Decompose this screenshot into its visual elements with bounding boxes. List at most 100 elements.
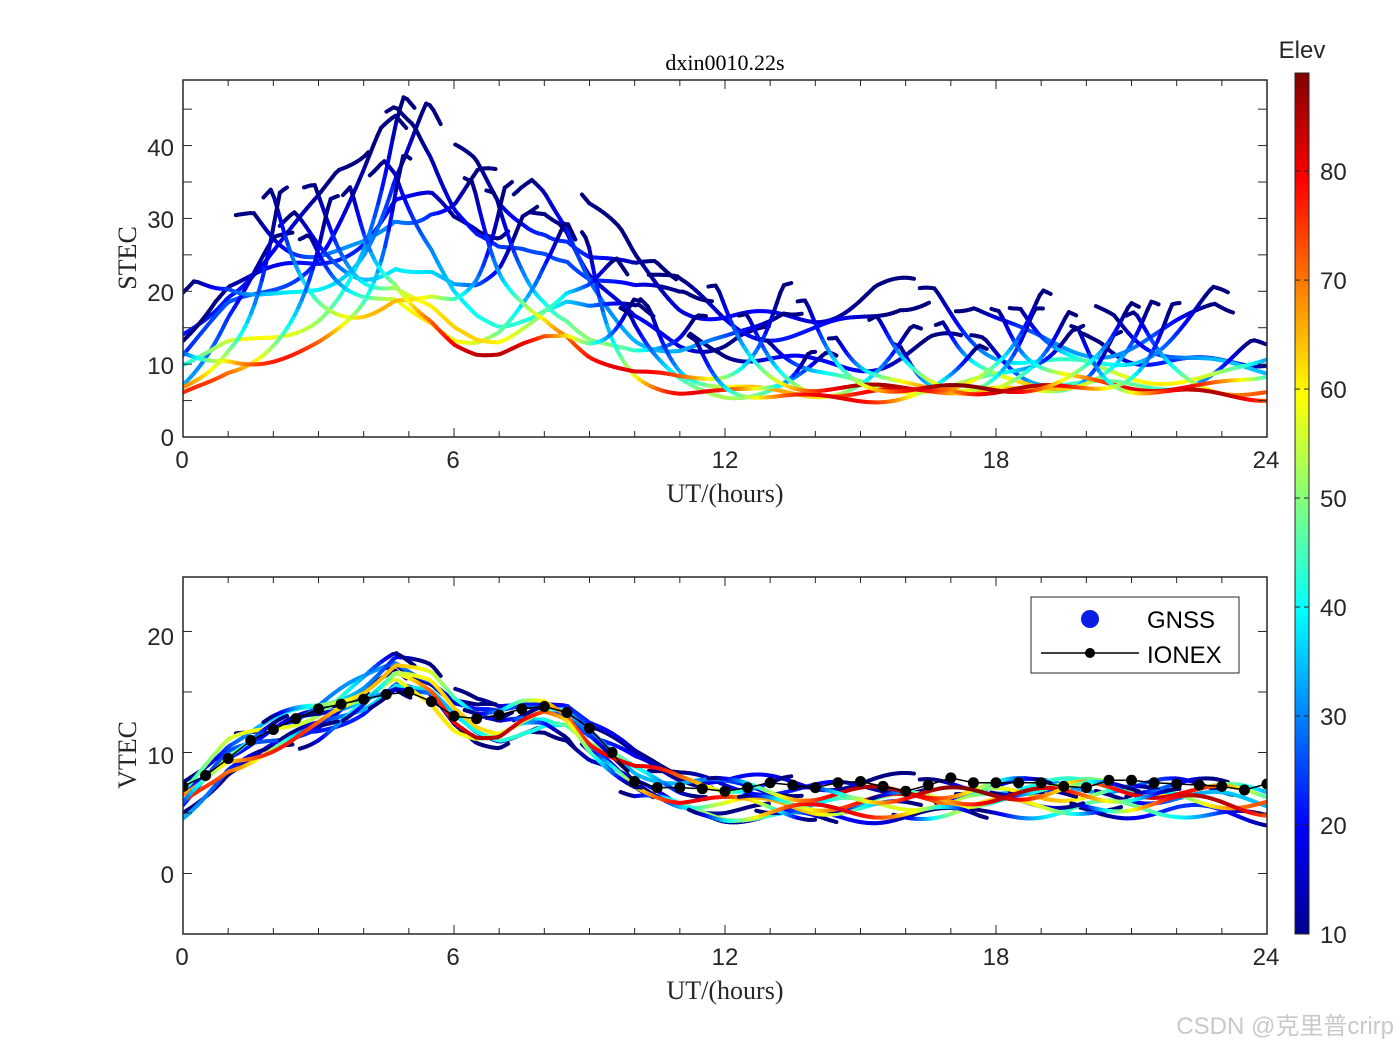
- stec-arc-segment: [379, 244, 388, 262]
- stec-arc-segment: [1115, 329, 1124, 336]
- stec-arc-segment: [499, 185, 507, 204]
- stec-arc-segment: [435, 114, 443, 127]
- y-tick-label: 20: [147, 280, 174, 307]
- stec-y-axis-label: STEC: [113, 226, 142, 290]
- stec-arc-segment: [267, 228, 275, 252]
- stec-arc-segment: [256, 278, 264, 295]
- stec-arc-segment: [477, 206, 485, 225]
- stec-arc-segment: [404, 153, 413, 161]
- stec-arc-segment: [981, 345, 989, 351]
- stec-arc-segment: [785, 281, 794, 287]
- stec-arc-segment: [274, 190, 282, 214]
- stec-arc-segment: [369, 214, 377, 231]
- stec-arc-segment: [358, 222, 367, 238]
- stec-x-tick-labels: 0 6 12 18 24: [175, 447, 1279, 474]
- vtec-arc-segment: [435, 669, 443, 678]
- y-tick-label: 40: [147, 135, 174, 162]
- stec-arc-segment: [469, 179, 478, 196]
- stec-ticks: [182, 80, 1268, 438]
- stec-arc-segment: [310, 254, 319, 272]
- stec-arc-segment: [325, 196, 333, 214]
- stec-arc-segment: [393, 171, 402, 193]
- stec-arc-segment: [531, 204, 540, 212]
- stec-arc-segment: [397, 154, 406, 176]
- stec-arc-segment: [1259, 340, 1267, 347]
- stec-arc-segment: [621, 267, 630, 277]
- stec-arc-segment: [484, 234, 493, 251]
- stec-arc-segment: [408, 101, 417, 110]
- stec-arc-segment: [332, 194, 340, 200]
- x-tick-label: 24: [1253, 447, 1280, 474]
- stec-arc-segment: [1133, 303, 1141, 309]
- stec-arc-segment: [1070, 311, 1079, 318]
- stec-arc-segment: [372, 201, 381, 219]
- stec-arc-segment: [355, 209, 363, 227]
- x-tick-label: 12: [712, 447, 739, 474]
- stec-arc-segment: [594, 281, 602, 302]
- stec-arc-segment: [390, 188, 398, 214]
- stec-arc-segment: [383, 154, 392, 176]
- stec-arc-segment: [400, 121, 409, 130]
- stec-arc-segment: [351, 196, 360, 214]
- stec-arc-segment: [955, 332, 963, 338]
- chart-title: dxin0010.22s: [665, 50, 784, 75]
- stec-arc-segment: [263, 247, 272, 268]
- y-tick-label: 30: [147, 207, 174, 234]
- stec-arc-segment: [383, 228, 391, 249]
- stec-arc-segment: [489, 166, 498, 172]
- stec-panel: dxin0010.22s 0 6 12 18 24 0 10 20 30 40 …: [113, 50, 1279, 508]
- stec-arc-segment: [670, 274, 679, 282]
- vtec-arc-segment: [502, 741, 511, 748]
- stec-arc-segment: [473, 191, 482, 211]
- stec-arc-segment: [275, 208, 284, 226]
- stec-arc-segment: [387, 136, 395, 159]
- stec-arc-segment: [1045, 290, 1053, 296]
- x-tick-label: 6: [446, 447, 459, 474]
- y-tick-label: 10: [147, 353, 174, 380]
- y-tick-label: 0: [161, 425, 174, 452]
- stec-satellite-arcs: [183, 95, 1267, 405]
- stec-arc-segment: [597, 297, 606, 316]
- vtec-arc-segment: [1222, 779, 1230, 785]
- stec-arc-segment: [587, 245, 595, 268]
- stec-arc-segment: [379, 171, 388, 192]
- stec-arc-segment: [569, 230, 578, 242]
- stec-arc-segment: [394, 106, 402, 124]
- vtec-arc-segment: [830, 819, 839, 825]
- stec-arc-segment: [915, 325, 923, 331]
- stec-arc-segment: [1152, 300, 1161, 307]
- stec-arc-segment: [317, 224, 326, 245]
- stec-arc-segment: [286, 230, 295, 236]
- stec-arc-segment: [480, 220, 489, 239]
- stec-arc-segment: [376, 187, 384, 206]
- stec-arc-segment: [488, 229, 496, 247]
- stec-arc-segment: [1227, 309, 1235, 315]
- stec-arc-segment: [506, 180, 514, 188]
- stec-arc-segment: [279, 221, 288, 238]
- stec-arc-segment: [923, 300, 932, 307]
- x-tick-label: 0: [175, 447, 188, 474]
- vtec-panel: 0 6 12 18 24 0 10 20 UT/(hours) VTEC GNS…: [113, 576, 1279, 1005]
- stec-x-axis-label: UT/(hours): [667, 479, 784, 508]
- stec-arc-segment: [321, 209, 330, 229]
- stec-arc-segment: [314, 240, 322, 259]
- stec-arc-segment: [362, 150, 371, 159]
- x-tick-label: 18: [983, 447, 1010, 474]
- stec-arc-segment: [830, 351, 839, 358]
- stec-arc-segment: [495, 199, 504, 220]
- stec-arc-segment: [259, 263, 268, 283]
- stec-y-tick-labels: 0 10 20 30 40: [147, 135, 174, 452]
- stec-arc-segment: [1077, 323, 1086, 330]
- stec-arc-segment: [270, 209, 279, 233]
- stec-arc-segment: [281, 185, 290, 192]
- stec-arc-segment: [908, 276, 916, 281]
- stec-arc-segment: [1222, 288, 1230, 295]
- stec-arc-segment: [386, 209, 395, 233]
- vtec-satellite-arcs: [183, 651, 1267, 828]
- stec-arc-segment: [601, 311, 610, 328]
- stec-arc-segment: [390, 119, 399, 141]
- stec-arc-segment: [387, 182, 396, 198]
- stec-arc-segment: [590, 263, 599, 286]
- stec-arc-segment: [491, 215, 500, 234]
